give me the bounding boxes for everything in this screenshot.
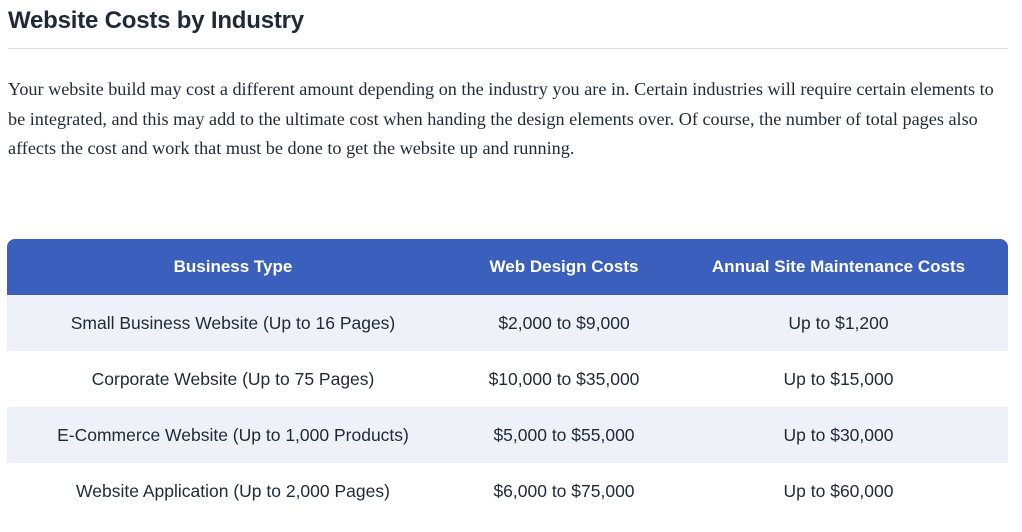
table-row: Corporate Website (Up to 75 Pages) $10,0…: [7, 351, 1008, 407]
header-business-type: Business Type: [7, 239, 459, 295]
section-title: Website Costs by Industry: [8, 7, 304, 34]
cell-web-design-cost: $10,000 to $35,000: [459, 351, 669, 407]
table-header: Business Type Web Design Costs Annual Si…: [7, 239, 1008, 295]
cell-maintenance-cost: Up to $1,200: [669, 295, 1008, 351]
cell-business-type: Corporate Website (Up to 75 Pages): [7, 351, 459, 407]
table-row: Website Application (Up to 2,000 Pages) …: [7, 463, 1008, 519]
website-costs-table: Business Type Web Design Costs Annual Si…: [7, 239, 1008, 519]
cell-maintenance-cost: Up to $15,000: [669, 351, 1008, 407]
intro-paragraph: Your website build may cost a different …: [8, 79, 994, 158]
header-annual-maintenance-costs: Annual Site Maintenance Costs: [669, 239, 1008, 295]
cell-web-design-cost: $6,000 to $75,000: [459, 463, 669, 519]
cell-maintenance-cost: Up to $60,000: [669, 463, 1008, 519]
table-row: Small Business Website (Up to 16 Pages) …: [7, 295, 1008, 351]
cell-web-design-cost: $2,000 to $9,000: [459, 295, 669, 351]
header-web-design-costs: Web Design Costs: [459, 239, 669, 295]
cell-business-type: Website Application (Up to 2,000 Pages): [7, 463, 459, 519]
table-row: E-Commerce Website (Up to 1,000 Products…: [7, 407, 1008, 463]
table-header-row: Business Type Web Design Costs Annual Si…: [7, 239, 1008, 295]
cell-business-type: Small Business Website (Up to 16 Pages): [7, 295, 459, 351]
table-body: Small Business Website (Up to 16 Pages) …: [7, 295, 1008, 519]
title-divider: [8, 48, 1008, 49]
cell-web-design-cost: $5,000 to $55,000: [459, 407, 669, 463]
cell-business-type: E-Commerce Website (Up to 1,000 Products…: [7, 407, 459, 463]
cell-maintenance-cost: Up to $30,000: [669, 407, 1008, 463]
